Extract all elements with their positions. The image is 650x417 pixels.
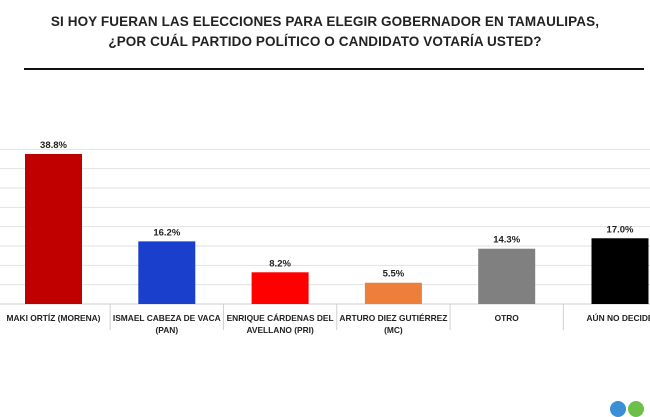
value-label: 5.5% <box>383 269 405 280</box>
category-label: ISMAEL CABEZA DE VACA <box>113 313 221 323</box>
bar-chart: 38.8% 16.2% 8.2% 5.5% 14.3% 17.0% MAKI ORTÍZ … <box>0 140 650 335</box>
value-label: 16.2% <box>153 227 180 238</box>
category-label: OTRO <box>495 313 520 323</box>
value-label: 14.3% <box>493 235 520 246</box>
bar <box>364 282 422 304</box>
bar <box>591 238 649 304</box>
bar <box>251 272 309 304</box>
green-badge <box>628 401 644 417</box>
bar <box>25 153 82 304</box>
category-label: ARTURO DIEZ GUTIÉRREZ <box>339 312 447 323</box>
bars <box>25 153 649 304</box>
value-label: 17.0% <box>607 224 634 235</box>
bar <box>138 241 196 304</box>
value-labels: 38.8% 16.2% 8.2% 5.5% 14.3% 17.0% <box>40 140 634 280</box>
chart-title: SI HOY FUERAN LAS ELECCIONES PARA ELEGIR… <box>0 12 650 52</box>
corner-logo <box>610 397 644 417</box>
category-label: MAKI ORTÍZ (MORENA) <box>7 312 101 323</box>
value-label: 38.8% <box>40 140 67 151</box>
value-label: 8.2% <box>269 258 291 269</box>
blue-badge <box>610 401 626 417</box>
category-labels: MAKI ORTÍZ (MORENA) ISMAEL CABEZA DE VACA… <box>7 312 650 335</box>
chart-title-line-1: SI HOY FUERAN LAS ELECCIONES PARA ELEGIR… <box>50 14 600 29</box>
category-label: AÚN NO DECIDE <box>586 312 650 323</box>
gridlines <box>0 148 650 330</box>
category-label: ENRIQUE CÁRDENAS DEL <box>227 312 334 323</box>
category-label: (PAN) <box>155 325 178 335</box>
title-divider <box>24 68 644 70</box>
bar <box>478 248 536 304</box>
chart-title-line-2: ¿POR CUÁL PARTIDO POLÍTICO O CANDIDATO V… <box>108 34 542 49</box>
category-label: (MC) <box>384 325 403 335</box>
category-label: AVELLANO (PRI) <box>246 325 314 335</box>
